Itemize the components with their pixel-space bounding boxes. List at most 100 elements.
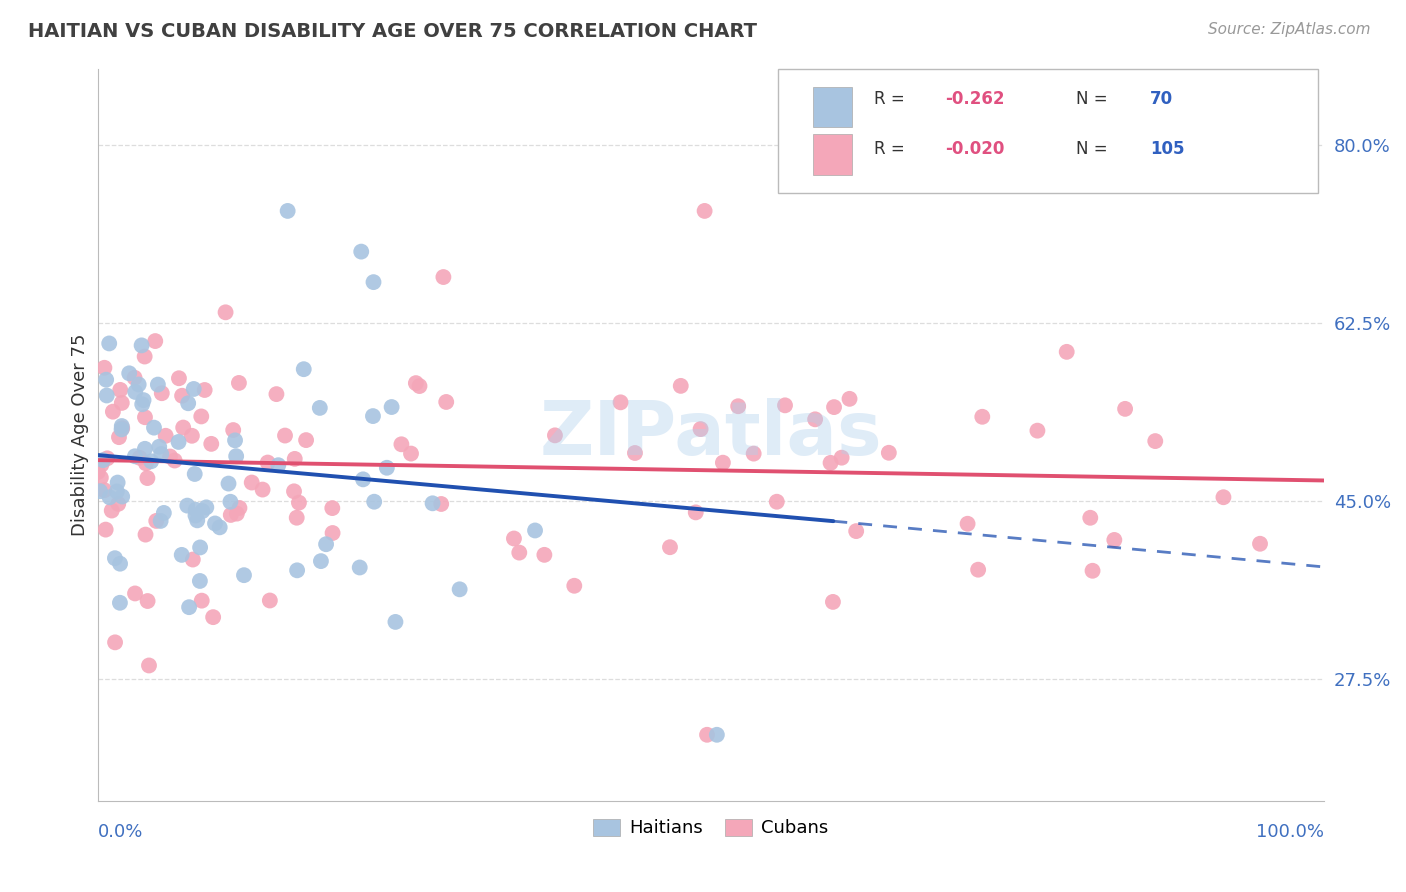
Point <box>292 362 315 376</box>
Point <box>773 398 796 412</box>
Point <box>143 334 166 348</box>
Point <box>110 422 132 436</box>
Text: -0.262: -0.262 <box>945 90 1004 108</box>
Point <box>134 410 156 425</box>
Point <box>195 500 218 515</box>
Point <box>111 421 134 435</box>
Point <box>821 595 844 609</box>
Point <box>98 491 121 505</box>
Point <box>104 635 127 649</box>
Point <box>285 510 308 524</box>
Point <box>267 458 290 473</box>
Point <box>384 615 406 629</box>
Point <box>136 594 159 608</box>
Point <box>184 508 207 523</box>
Point <box>167 371 190 385</box>
Point <box>153 506 176 520</box>
Point <box>1078 510 1101 524</box>
Point <box>167 434 190 449</box>
Point <box>405 376 427 390</box>
Point <box>804 412 827 426</box>
Point <box>219 508 242 522</box>
Point <box>150 386 173 401</box>
Point <box>967 563 990 577</box>
Point <box>219 495 242 509</box>
Point <box>727 399 749 413</box>
Point <box>200 437 222 451</box>
Point <box>1114 401 1136 416</box>
Point <box>1212 490 1234 504</box>
Point <box>624 446 647 460</box>
Point <box>820 456 842 470</box>
Point <box>218 476 240 491</box>
Point <box>363 275 385 289</box>
Point <box>138 658 160 673</box>
Point <box>90 471 112 485</box>
Point <box>562 579 585 593</box>
Point <box>159 450 181 464</box>
Point <box>131 397 153 411</box>
Point <box>685 505 707 519</box>
Point <box>288 496 311 510</box>
Point <box>693 203 716 218</box>
Point <box>131 338 153 352</box>
Point <box>186 513 208 527</box>
Point <box>524 524 547 538</box>
Point <box>449 582 471 597</box>
Point <box>1056 344 1078 359</box>
Point <box>831 450 853 465</box>
Point <box>381 400 404 414</box>
Point <box>163 453 186 467</box>
Point <box>183 467 205 481</box>
Point <box>315 537 337 551</box>
Point <box>391 437 413 451</box>
Point <box>1104 533 1126 547</box>
Point <box>135 456 157 470</box>
Point <box>533 548 555 562</box>
Point <box>181 552 204 566</box>
Point <box>823 400 845 414</box>
Point <box>208 520 231 534</box>
Point <box>659 540 682 554</box>
Point <box>399 446 422 460</box>
Point <box>94 523 117 537</box>
FancyBboxPatch shape <box>778 69 1317 193</box>
Point <box>134 442 156 456</box>
Point <box>321 501 343 516</box>
Point <box>252 483 274 497</box>
Point <box>204 516 226 531</box>
Point <box>202 610 225 624</box>
Point <box>1026 424 1049 438</box>
FancyBboxPatch shape <box>813 87 852 128</box>
Point <box>141 454 163 468</box>
Point <box>266 387 288 401</box>
Point <box>177 396 200 410</box>
Text: ZIPatlas: ZIPatlas <box>540 398 882 471</box>
Point <box>150 447 173 461</box>
Point <box>93 360 115 375</box>
Point <box>228 376 250 390</box>
Text: R =: R = <box>875 90 910 108</box>
Point <box>108 596 131 610</box>
Point <box>349 560 371 574</box>
Point <box>96 451 118 466</box>
Point <box>352 472 374 486</box>
Point <box>224 434 246 448</box>
Point <box>274 428 297 442</box>
Point <box>170 548 193 562</box>
Point <box>742 447 765 461</box>
Text: Source: ZipAtlas.com: Source: ZipAtlas.com <box>1208 22 1371 37</box>
Point <box>177 600 200 615</box>
Point <box>188 574 211 588</box>
Point <box>191 504 214 518</box>
Point <box>149 514 172 528</box>
Point <box>118 367 141 381</box>
Point <box>308 401 330 415</box>
Point <box>108 557 131 571</box>
Point <box>111 396 134 410</box>
Point <box>706 728 728 742</box>
Point <box>124 586 146 600</box>
Point <box>669 379 692 393</box>
Point <box>956 516 979 531</box>
Point <box>1081 564 1104 578</box>
